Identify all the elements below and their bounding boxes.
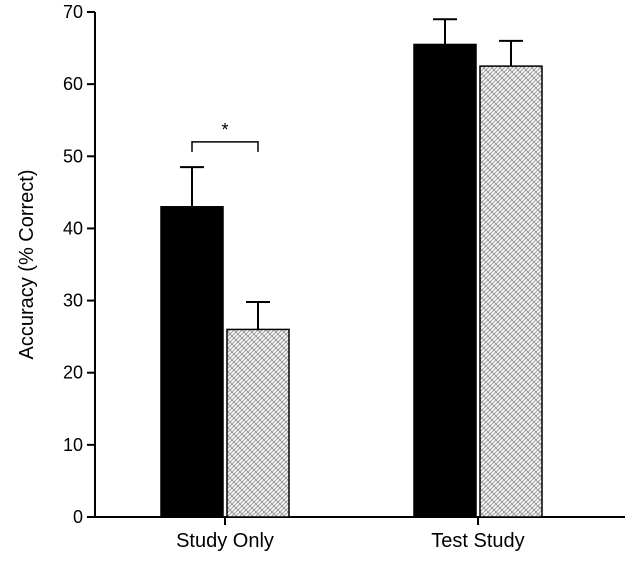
bar-study-only-condition-b xyxy=(227,329,289,517)
y-tick-label: 70 xyxy=(63,2,83,22)
bar-study-only-condition-a xyxy=(161,207,223,517)
significance-bracket xyxy=(192,142,258,152)
accuracy-bar-chart: 0 10 20 30 40 50 60 70 * Accuracy (% Correct) St… xyxy=(0,0,642,575)
y-tick-label: 20 xyxy=(63,363,83,383)
y-tick-label: 50 xyxy=(63,146,83,166)
y-tick-label: 10 xyxy=(63,435,83,455)
x-group-label: Test Study xyxy=(431,530,524,552)
y-tick-label: 0 xyxy=(73,507,83,527)
bar-test-study-condition-b xyxy=(480,66,542,517)
y-axis-title: Accuracy (% Correct) xyxy=(16,169,38,359)
significance-star: * xyxy=(221,120,228,140)
significance-markers: * xyxy=(192,120,258,152)
y-tick-label: 60 xyxy=(63,74,83,94)
bars xyxy=(161,44,542,517)
x-group-label: Study Only xyxy=(176,530,274,552)
y-tick-label: 40 xyxy=(63,218,83,238)
bar-test-study-condition-a xyxy=(414,44,476,517)
y-tick-label: 30 xyxy=(63,291,83,311)
